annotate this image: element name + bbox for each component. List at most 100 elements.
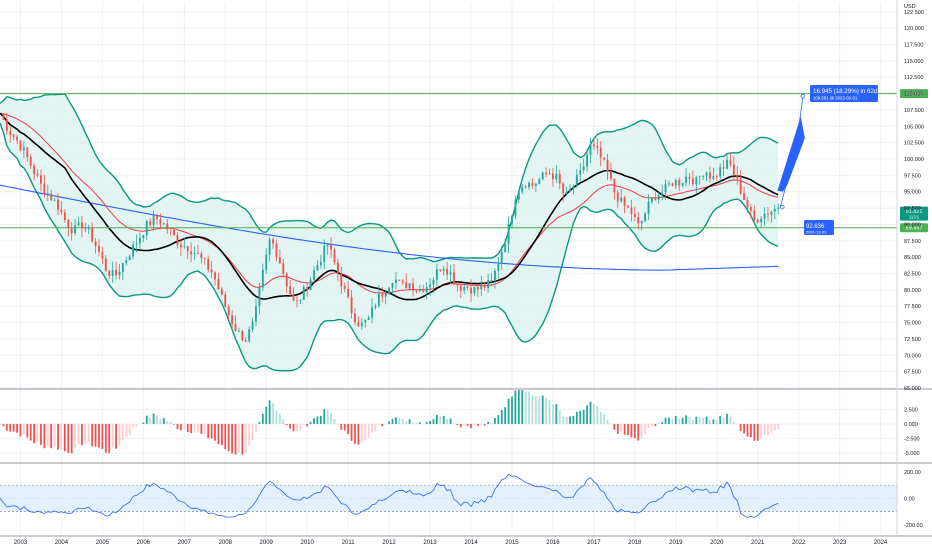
momentum-bar: [299, 424, 301, 431]
momentum-bar: [586, 405, 588, 424]
price-tick-label: 105.000: [904, 124, 924, 130]
momentum-bar: [470, 424, 472, 428]
momentum-bar: [538, 396, 540, 424]
momentum-bar: [323, 409, 325, 424]
candle-body: [13, 135, 15, 137]
momentum-bar: [672, 419, 674, 424]
candle-body: [743, 193, 745, 199]
candle-body: [631, 208, 633, 214]
candle-body: [248, 329, 250, 341]
momentum-bar: [689, 417, 691, 424]
momentum-bar: [334, 419, 336, 424]
momentum-bar: [78, 424, 80, 444]
candle-body: [753, 211, 755, 220]
date-tick-label: 2014: [464, 540, 478, 546]
candle-body: [675, 180, 677, 185]
momentum-bar: [555, 404, 557, 424]
candle-body: [166, 223, 168, 229]
momentum-bar: [764, 424, 766, 435]
candle-body: [641, 221, 643, 223]
candle-body: [84, 228, 86, 229]
momentum-bar: [603, 414, 605, 424]
momentum-bar: [685, 415, 687, 424]
momentum-bar: [716, 420, 718, 424]
momentum-bar: [255, 424, 257, 432]
candle-body: [439, 269, 441, 270]
candle-body: [596, 146, 598, 147]
momentum-bar: [514, 391, 516, 424]
candle-body: [518, 192, 520, 200]
momentum-bar: [504, 407, 506, 424]
momentum-bar: [405, 421, 407, 424]
candle-body: [549, 173, 551, 174]
candle-body: [276, 243, 278, 257]
momentum-bar: [88, 424, 90, 442]
price-tick-label: 117.500: [904, 43, 923, 49]
candle-body: [665, 184, 667, 192]
momentum-bar: [559, 410, 561, 423]
momentum-bar: [207, 424, 209, 438]
momentum-bar: [204, 424, 206, 434]
candle-body: [415, 291, 417, 292]
candle-body: [491, 280, 493, 281]
candle-body: [320, 262, 322, 265]
candle-body: [282, 263, 284, 274]
candle-body: [426, 287, 428, 292]
momentum-bar: [340, 424, 342, 430]
momentum-bar: [747, 424, 749, 437]
momentum-bar: [552, 405, 554, 424]
candle-body: [74, 225, 76, 233]
momentum-bar: [313, 418, 315, 424]
momentum-bar: [327, 410, 329, 424]
momentum-bar: [259, 422, 261, 424]
momentum-bar: [743, 424, 745, 434]
candle-body: [620, 198, 622, 202]
momentum-bar: [637, 424, 639, 441]
candle-body: [388, 288, 390, 294]
momentum-bar: [146, 416, 148, 424]
momentum-bar: [562, 416, 564, 423]
candle-body: [409, 283, 411, 288]
momentum-bar: [494, 418, 496, 424]
candle-body: [153, 216, 155, 225]
candle-body: [545, 173, 547, 174]
oscillator-tick-label: 0.00: [904, 496, 915, 502]
momentum-bar: [351, 424, 353, 441]
candle-body: [723, 167, 725, 169]
candle-body: [767, 214, 769, 215]
candle-body: [361, 323, 363, 327]
momentum-bar: [596, 406, 598, 424]
candle-body: [180, 245, 182, 248]
momentum-bar: [37, 424, 39, 443]
candle-body: [340, 273, 342, 286]
candle-body: [327, 245, 329, 246]
momentum-bar: [753, 424, 755, 441]
momentum-bar: [740, 424, 742, 431]
candle-body: [20, 140, 22, 150]
candle-body: [658, 195, 660, 200]
momentum-bar: [723, 417, 725, 423]
candle-body: [98, 246, 100, 252]
candle-body: [555, 174, 557, 179]
momentum-bar: [101, 424, 103, 449]
momentum-bar: [245, 424, 247, 453]
candle-body: [709, 172, 711, 178]
candle-body: [501, 252, 503, 264]
candle-body: [702, 176, 704, 177]
momentum-bar: [347, 424, 349, 434]
candle-body: [572, 186, 574, 189]
momentum-bar: [569, 416, 571, 424]
candle-body: [497, 264, 499, 271]
candle-body: [197, 253, 199, 254]
momentum-bar: [132, 424, 134, 428]
momentum-bar: [712, 420, 714, 424]
candle-body: [115, 270, 117, 275]
price-tick-label: 100.000: [904, 157, 924, 163]
momentum-bar: [166, 421, 168, 424]
momentum-bar: [153, 414, 155, 424]
momentum-bar: [282, 419, 284, 424]
momentum-bar: [392, 419, 394, 424]
candle-body: [661, 193, 663, 195]
